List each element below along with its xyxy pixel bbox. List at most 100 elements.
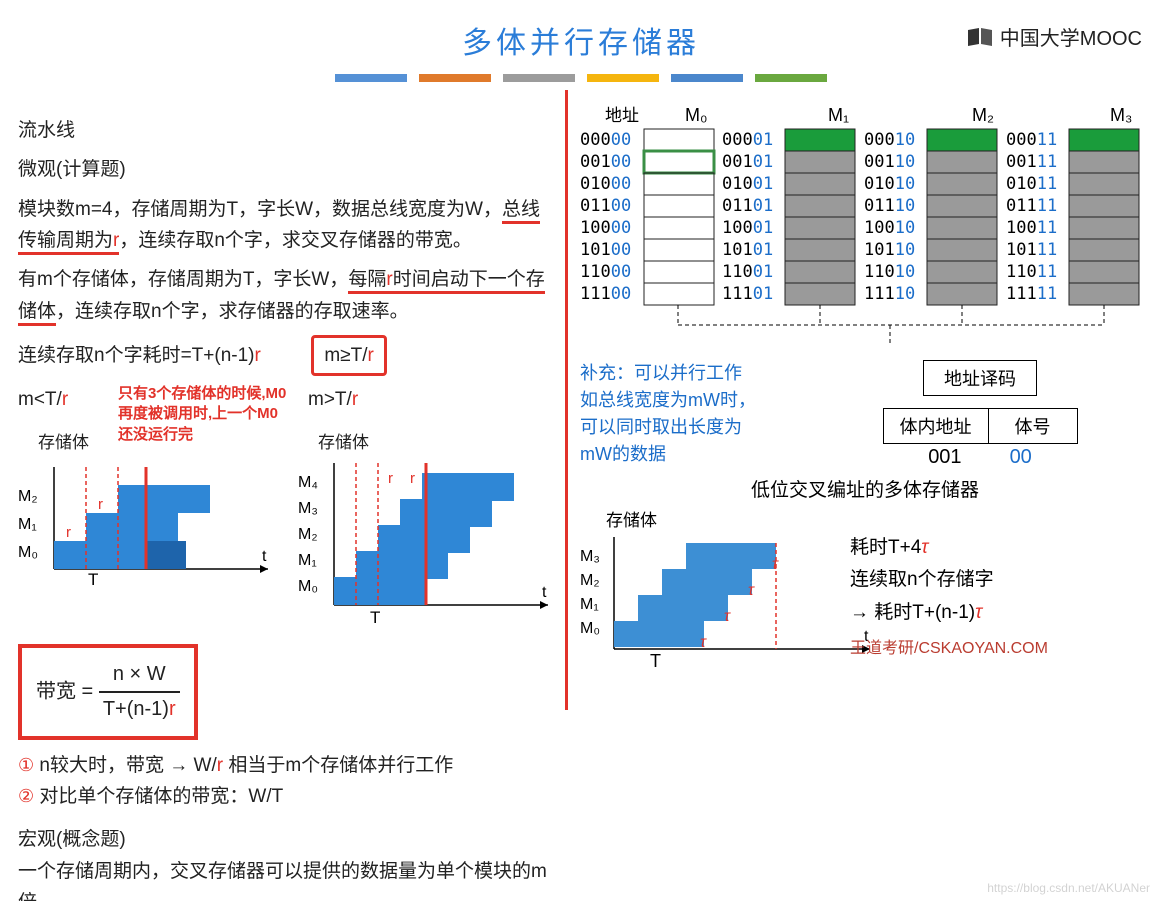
svg-text:01101: 01101 (722, 196, 773, 216)
title-colored-bars (0, 74, 1162, 82)
svg-text:11001: 11001 (722, 262, 773, 282)
annot-1: 只有3个存储体的时候,M0 (118, 384, 308, 404)
chart-r-title: 存储体 (318, 429, 558, 457)
condition-box: m≥T/r (311, 335, 386, 376)
bank-no-box: 体号 (989, 408, 1078, 444)
svg-text:r: r (410, 470, 415, 487)
bottom-right-text: 耗时T+4τ 连续取n个存储字 → 耗时T+(n-1)τ 王道考研/CSKAOY… (850, 532, 1048, 686)
svg-text:T: T (650, 651, 661, 671)
svg-text:01111: 01111 (1006, 196, 1057, 216)
book-icon (966, 26, 994, 48)
macro-text: 一个存储周期内，交叉存储器可以提供的数据量为单个模块的m倍。 (18, 856, 558, 901)
svg-text:11110: 11110 (864, 284, 915, 304)
decoder-block: 地址译码 体内地址 体号 001 00 (810, 360, 1150, 469)
svg-text:M₁: M₁ (828, 105, 849, 125)
note-1: ① n较大时，带宽 → W/r 相当于m个存储体并行工作 (18, 750, 558, 781)
inner-addr-val: 001 (928, 446, 961, 469)
p2-b: ，连续存取n个字，求存储器的存取速率。 (56, 301, 409, 322)
addr-fields-row: 体内地址 体号 (883, 408, 1078, 444)
svg-text:t: t (262, 548, 267, 565)
svg-text:00110: 00110 (864, 152, 915, 172)
svg-text:11010: 11010 (864, 262, 915, 282)
vertical-split-line (565, 90, 568, 710)
svg-text:M₀: M₀ (298, 578, 318, 595)
svg-text:00100: 00100 (580, 152, 631, 172)
supplement-row: 补充：可以并行工作 如总线宽度为mW时， 可以同时取出长度为 mW的数据 地址译… (580, 360, 1150, 469)
note1-idx: ① (18, 755, 34, 775)
svg-text:10111: 10111 (1006, 240, 1057, 260)
note-2: ② 对比单个存储体的带宽：W/T (18, 781, 558, 812)
chart-row: 存储体 还没运行完 t M₂ M₁ M₀ r (18, 429, 558, 637)
svg-text:τ: τ (700, 634, 707, 651)
logo-text: 中国大学MOOC (1000, 22, 1142, 51)
suppl-2: 如总线宽度为mW时， (580, 387, 810, 414)
bar-3 (587, 74, 659, 82)
suppl-3: 可以同时取出长度为 (580, 414, 810, 441)
formula-den: T+(n-1)r (99, 693, 180, 726)
chart-labels-row: m<T/r 只有3个存储体的时候,M0 再度被调用时,上一个M0 m>T/r (18, 384, 558, 423)
heading-micro: 微观(计算题) (18, 154, 558, 185)
svg-text:τ: τ (724, 608, 731, 625)
svg-text:10101: 10101 (722, 240, 773, 260)
bottom-chart-row: 存储体 t M₃ M₂ M₁ M₀ τ τ τ (580, 506, 1150, 686)
header: 多体并行存储器 中国大学MOOC (0, 18, 1162, 82)
svg-text:M₁: M₁ (298, 552, 317, 569)
svg-text:r: r (66, 524, 71, 541)
bottom-chart-svg: t M₃ M₂ M₁ M₀ τ τ τ τ T (580, 531, 880, 681)
svg-text:10010: 10010 (864, 218, 915, 238)
annot-2: 再度被调用时,上一个M0 (118, 404, 308, 424)
chart-m-lt: 存储体 还没运行完 t M₂ M₁ M₀ r (18, 429, 278, 637)
left-column: 流水线 微观(计算题) 模块数m=4，存储周期为T，字长W，数据总线宽度为W，总… (18, 115, 558, 901)
inner-addr-box: 体内地址 (883, 408, 989, 444)
p2-a: 有m个存储体，存储周期为T，字长W， (18, 269, 348, 290)
rtxt-1: 耗时T+4τ (850, 532, 1048, 564)
svg-text:T: T (370, 608, 380, 627)
svg-text:r: r (388, 470, 393, 487)
svg-text:01100: 01100 (580, 196, 631, 216)
svg-text:地址: 地址 (605, 106, 639, 125)
svg-text:T: T (88, 570, 98, 587)
svg-text:00101: 00101 (722, 152, 773, 172)
svg-text:00000: 00000 (580, 130, 631, 150)
problem-2: 有m个存储体，存储周期为T，字长W，每隔r时间启动下一个存储体，连续存取n个字，… (18, 264, 558, 327)
svg-text:M₂: M₂ (298, 526, 318, 543)
svg-text:00111: 00111 (1006, 152, 1057, 172)
svg-text:11111: 11111 (1006, 284, 1057, 304)
bottom-chart-title: 存储体 (606, 506, 850, 531)
svg-text:00001: 00001 (722, 130, 773, 150)
svg-text:M₄: M₄ (298, 474, 318, 491)
svg-text:11000: 11000 (580, 262, 631, 282)
chart-r-svg: t M₄ M₃ M₂ M₁ M₀ r r T (298, 457, 558, 627)
svg-text:M₂: M₂ (18, 488, 38, 505)
bar-0 (335, 74, 407, 82)
p2-underline1: 每隔r (348, 269, 392, 294)
svg-text:10001: 10001 (722, 218, 773, 238)
supplement-text: 补充：可以并行工作 如总线宽度为mW时， 可以同时取出长度为 mW的数据 (580, 360, 810, 468)
decoder-box: 地址译码 (923, 360, 1037, 396)
svg-text:M₃: M₃ (298, 500, 318, 517)
gt-label: m>T/r (308, 384, 358, 423)
note2-idx: ② (18, 786, 34, 806)
svg-text:00011: 00011 (1006, 130, 1057, 150)
watermark: https://blog.csdn.net/AKUANer (987, 881, 1150, 895)
svg-text:01110: 01110 (864, 196, 915, 216)
svg-text:M₁: M₁ (580, 596, 599, 613)
rtxt-2: 连续取n个存储字 (850, 564, 1048, 596)
svg-text:01001: 01001 (722, 174, 773, 194)
attribution: 王道考研/CSKAOYAN.COM (850, 635, 1048, 662)
bar-2 (503, 74, 575, 82)
svg-text:M₂: M₂ (972, 105, 994, 125)
annotation-block: 只有3个存储体的时候,M0 再度被调用时,上一个M0 (118, 384, 308, 423)
heading-macro: 宏观(概念题) (18, 824, 558, 855)
svg-text:01010: 01010 (864, 174, 915, 194)
bar-1 (419, 74, 491, 82)
p1-b: ，连续存取n个字，求交叉存储器的带宽。 (119, 230, 472, 251)
rtxt-3: → 耗时T+(n-1)τ (850, 597, 1048, 629)
addr-values-row: 001 00 (810, 446, 1150, 469)
heading-pipeline: 流水线 (18, 115, 558, 146)
p3-r: r (254, 345, 260, 366)
svg-text:11011: 11011 (1006, 262, 1057, 282)
svg-text:11101: 11101 (722, 284, 773, 304)
svg-text:10011: 10011 (1006, 218, 1057, 238)
note2-txt: 对比单个存储体的带宽：W/T (39, 786, 283, 807)
